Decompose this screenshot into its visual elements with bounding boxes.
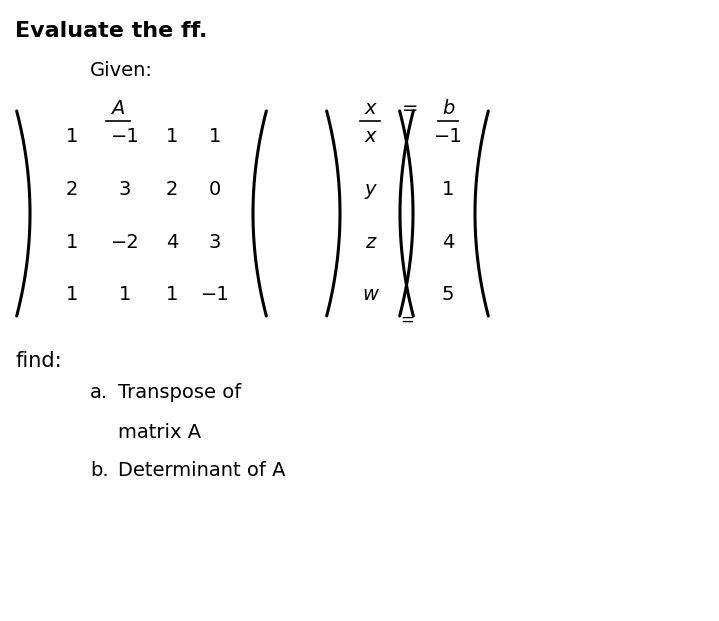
Text: Determinant of A: Determinant of A (118, 461, 285, 480)
Text: x: x (365, 99, 376, 118)
Text: Transpose of: Transpose of (118, 383, 242, 402)
Text: y: y (365, 179, 376, 199)
Text: z: z (365, 232, 375, 252)
Text: 4: 4 (166, 232, 178, 252)
Text: A: A (111, 99, 124, 118)
Text: 1: 1 (166, 286, 178, 304)
Text: 1: 1 (66, 127, 78, 145)
Text: =: = (402, 99, 418, 118)
Text: 1: 1 (209, 127, 221, 145)
Text: find:: find: (15, 351, 62, 371)
Text: =: = (400, 311, 414, 329)
Text: 1: 1 (66, 232, 78, 252)
Text: −1: −1 (111, 127, 139, 145)
Text: Evaluate the ff.: Evaluate the ff. (15, 21, 207, 41)
Text: 3: 3 (209, 232, 221, 252)
Text: matrix A: matrix A (118, 423, 201, 442)
Text: b.: b. (90, 461, 109, 480)
Text: 0: 0 (209, 179, 221, 199)
Text: x: x (365, 127, 376, 145)
Text: 1: 1 (441, 179, 454, 199)
Text: 1: 1 (66, 286, 78, 304)
Text: a.: a. (90, 383, 108, 402)
Text: 1: 1 (166, 127, 178, 145)
Text: 4: 4 (441, 232, 454, 252)
Text: −1: −1 (201, 286, 229, 304)
Text: w: w (362, 286, 378, 304)
Text: 5: 5 (441, 286, 454, 304)
Text: 1: 1 (119, 286, 131, 304)
Text: 2: 2 (166, 179, 178, 199)
Text: 3: 3 (119, 179, 131, 199)
Text: b: b (441, 99, 454, 118)
Text: −2: −2 (111, 232, 139, 252)
Text: −1: −1 (434, 127, 462, 145)
Text: Given:: Given: (90, 61, 153, 80)
Text: 2: 2 (66, 179, 78, 199)
